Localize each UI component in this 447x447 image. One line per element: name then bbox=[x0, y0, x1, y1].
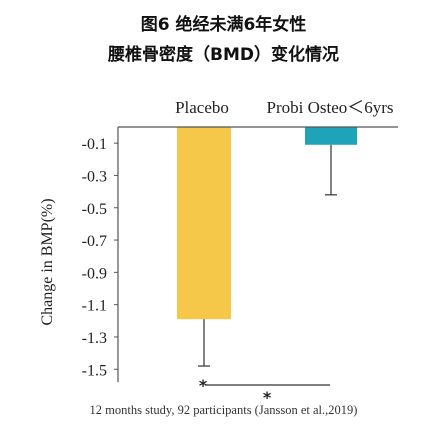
y-tick-label: -1.5 bbox=[82, 362, 107, 379]
y-tick-label: -0.3 bbox=[82, 168, 107, 185]
y-axis-label: Change in BMP(%) bbox=[39, 198, 56, 325]
bar-probi-osteo bbox=[305, 127, 357, 145]
significance-marker-between-groups: * bbox=[263, 388, 272, 407]
chart-caption: 12 months study, 92 participants (Jansso… bbox=[89, 403, 358, 417]
chart-title-line-2: 腰椎骨密度（BMD）变化情况 bbox=[108, 45, 339, 65]
y-tick-label: -0.5 bbox=[82, 201, 107, 218]
y-tick-label: -1.3 bbox=[82, 330, 107, 347]
y-tick-label: -0.7 bbox=[82, 233, 107, 250]
y-tick-label: -0.1 bbox=[82, 136, 107, 153]
chart-title-line-1: 图6 绝经未满6年女性 bbox=[140, 15, 307, 35]
y-tick-label: -1.1 bbox=[82, 298, 107, 315]
bar-placebo bbox=[177, 127, 231, 320]
category-label: Probi Osteo＜6yrs bbox=[266, 98, 393, 117]
significance-marker-placebo: * bbox=[199, 376, 208, 395]
category-label: Placebo bbox=[175, 98, 229, 117]
y-tick-label: -0.9 bbox=[82, 265, 107, 282]
